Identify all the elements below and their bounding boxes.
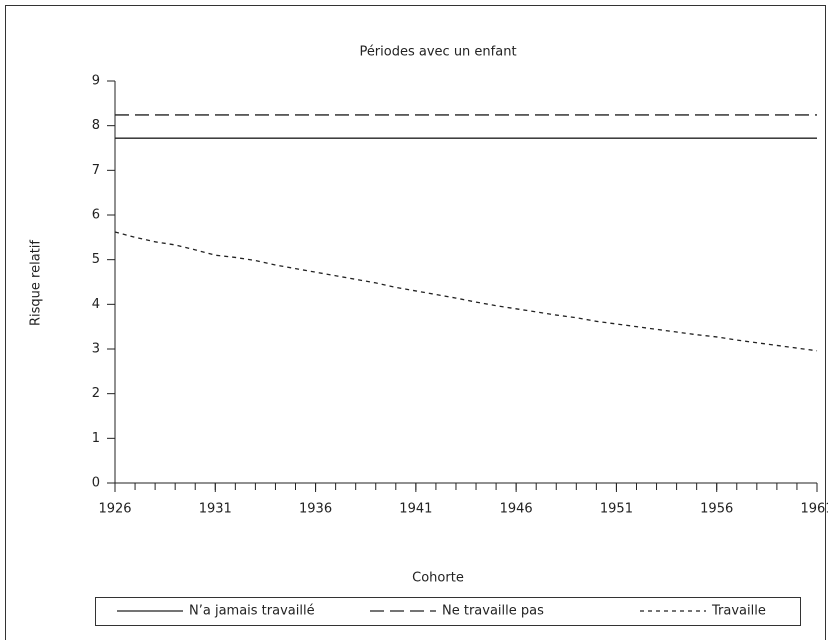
x-tick-label: 1936 <box>299 502 332 517</box>
y-tick-label: 6 <box>92 208 100 223</box>
y-tick-label: 3 <box>92 342 100 357</box>
y-tick-label: 2 <box>92 386 100 401</box>
y-tick-label: 5 <box>92 252 100 267</box>
legend-box <box>95 597 801 626</box>
x-axis-label: Cohorte <box>412 571 464 586</box>
y-tick-label: 1 <box>92 431 100 446</box>
y-tick-label: 4 <box>92 297 100 312</box>
x-tick-label: 1956 <box>700 502 733 517</box>
chart-title: Périodes avec un enfant <box>359 45 516 60</box>
legend-label: Ne travaille pas <box>442 604 544 619</box>
frame <box>5 5 826 644</box>
x-tick-label: 1961 <box>800 502 828 517</box>
y-tick-label: 0 <box>92 476 100 491</box>
x-tick-label: 1951 <box>600 502 633 517</box>
y-tick-label: 7 <box>92 163 100 178</box>
legend-label: Travaille <box>711 604 766 619</box>
y-tick-label: 8 <box>92 118 100 133</box>
x-tick-label: 1946 <box>500 502 533 517</box>
y-axis-label: Risque relatif <box>29 240 44 326</box>
x-tick-label: 1931 <box>199 502 232 517</box>
legend-label: N’a jamais travaillé <box>189 604 315 619</box>
x-tick-label: 1926 <box>98 502 131 517</box>
x-tick-label: 1941 <box>399 502 432 517</box>
y-tick-label: 9 <box>92 74 100 89</box>
line-series <box>114 231 818 352</box>
